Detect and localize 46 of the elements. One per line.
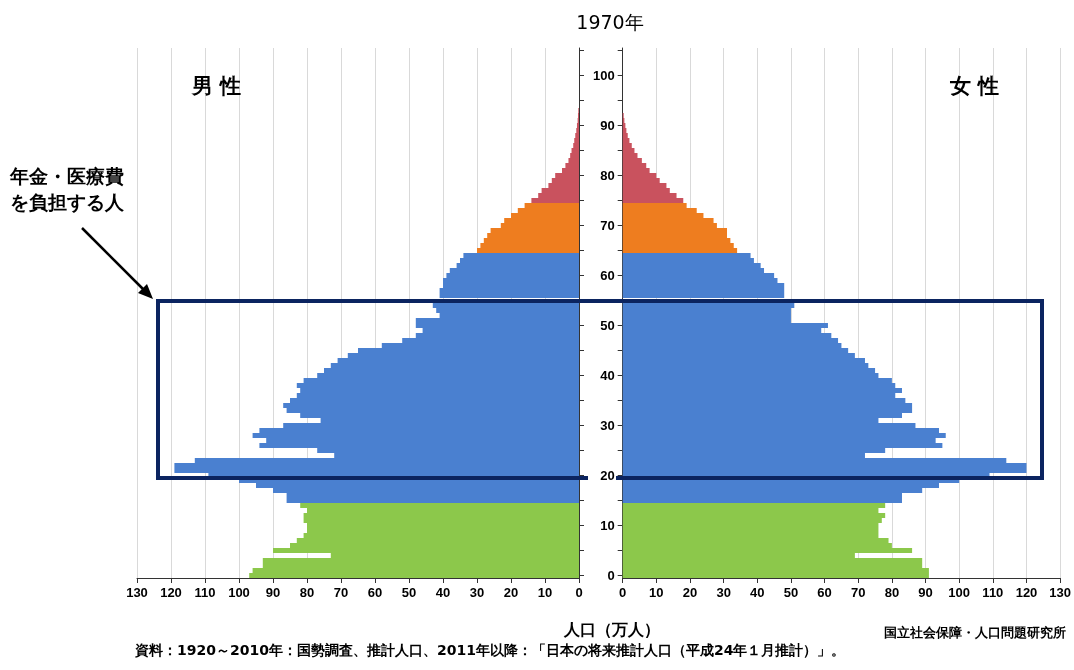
x-tick-label: 0 [619,585,627,600]
x-tick-label: 10 [537,585,553,600]
x-tick-label: 20 [503,585,519,600]
x-tick-label: 40 [750,585,765,600]
x-tick-label: 40 [435,585,451,600]
y-tick-label: 30 [600,418,615,433]
x-tick-label: 90 [918,585,933,600]
x-tick-label: 110 [194,585,216,600]
annotation: 男 性 [192,73,242,100]
annotation: 女 性 [950,73,1000,100]
chart-title: 1970年 [576,10,644,35]
x-tick-label: 70 [333,585,349,600]
y-tick-label: 60 [600,268,615,283]
y-tick-label: 80 [600,168,615,183]
x-tick-label: 30 [469,585,485,600]
x-tick-label: 80 [299,585,315,600]
x-tick-label: 110 [982,585,1004,600]
x-tick-label: 60 [367,585,383,600]
x-tick-label: 70 [851,585,866,600]
x-tick-label: 100 [948,585,971,600]
x-tick-label: 30 [716,585,731,600]
y-tick-label: 90 [600,118,615,133]
y-tick-label: 50 [600,318,615,333]
x-tick-label: 80 [884,585,900,600]
text: 国立社会保障・人口問題研究所 [884,624,1066,642]
x-axis-title: 人口（万人） [564,620,660,641]
y-tick-label: 70 [600,218,615,233]
x-tick-label: 0 [575,585,583,600]
y-tick-label: 0 [607,568,615,583]
x-tick-label: 20 [682,585,698,600]
y-tick-label: 20 [600,468,615,483]
text: 資料：1920～2010年：国勢調査、推計人口、2011年以降：「日本の将来推計人口（平成24年１月推計）」。 [135,642,846,660]
x-tick-label: 50 [401,585,417,600]
y-tick-label: 40 [600,368,615,383]
x-tick-label: 120 [160,585,182,600]
x-tick-label: 130 [1049,585,1072,600]
text: 年金・医療費を負担する人 [10,164,125,215]
x-tick-label: 50 [783,585,799,600]
y-tick-label: 100 [592,68,615,83]
x-tick-label: 130 [126,585,148,600]
x-tick-label: 60 [817,585,832,600]
x-tick-label: 90 [265,585,281,600]
x-tick-label: 100 [228,585,250,600]
x-tick-label: 120 [1015,585,1038,600]
x-tick-label: 10 [649,585,664,600]
y-tick-label: 10 [600,518,615,533]
